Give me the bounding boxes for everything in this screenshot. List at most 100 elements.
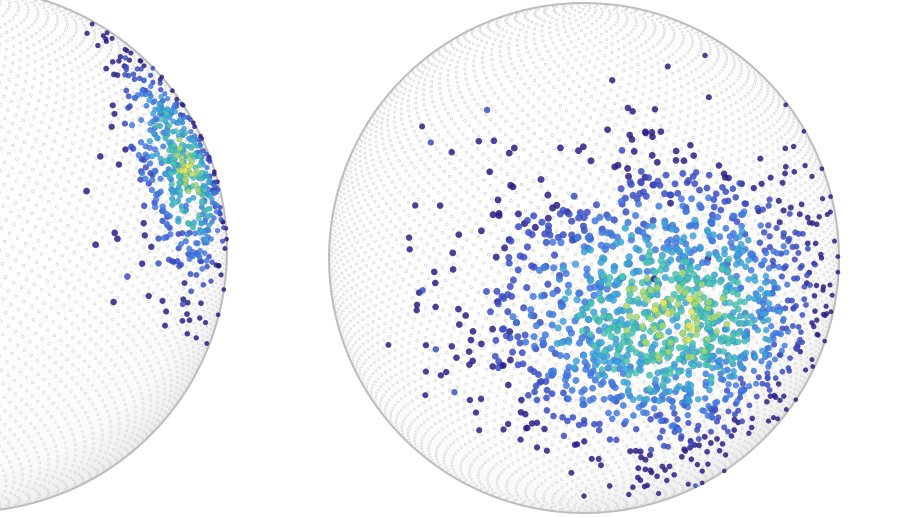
- cluster-point: [179, 301, 186, 308]
- cluster-point: [141, 77, 147, 84]
- cluster-point: [205, 179, 212, 185]
- cluster-point: [108, 123, 115, 131]
- cluster-point: [167, 230, 174, 238]
- cluster-point: [201, 187, 208, 193]
- cluster-point: [147, 83, 154, 90]
- cluster-point: [140, 219, 148, 227]
- cluster-point: [192, 124, 198, 130]
- cluster-point: [190, 224, 197, 231]
- cluster-point: [160, 207, 167, 214]
- cluster-point: [151, 167, 159, 174]
- cluster-point: [122, 146, 129, 153]
- cluster-point: [185, 114, 191, 120]
- cluster-point: [131, 76, 138, 83]
- cluster-point: [109, 58, 116, 65]
- cluster-point: [211, 171, 217, 177]
- cluster-point: [147, 120, 154, 127]
- cluster-point: [139, 91, 145, 97]
- cluster-point: [103, 65, 110, 72]
- cluster-point: [123, 66, 130, 73]
- cluster-point: [149, 176, 156, 184]
- cluster-point: [184, 219, 191, 227]
- cluster-point: [146, 138, 154, 145]
- cluster-point: [195, 215, 202, 222]
- cluster-point: [104, 30, 110, 36]
- cluster-point: [123, 273, 131, 280]
- cluster-point: [155, 260, 162, 267]
- cluster-point: [220, 225, 227, 231]
- cluster-point: [191, 151, 198, 157]
- cluster-point: [160, 143, 167, 150]
- cluster-point: [146, 160, 154, 167]
- cluster-point: [83, 187, 91, 195]
- cluster-point: [162, 308, 170, 315]
- cluster-point: [211, 183, 217, 189]
- cluster-point: [205, 205, 212, 212]
- cluster-point: [206, 253, 212, 260]
- cluster-point: [190, 137, 197, 143]
- cluster-point: [200, 281, 207, 288]
- cluster-point: [126, 57, 133, 63]
- cluster-point: [204, 165, 210, 171]
- cluster-point: [155, 235, 162, 242]
- cluster-point: [122, 71, 128, 78]
- cluster-point: [130, 71, 137, 78]
- cluster-point: [181, 280, 188, 287]
- cluster-point: [197, 153, 203, 160]
- cluster-point: [111, 229, 119, 237]
- cluster-point: [209, 219, 215, 225]
- cluster-point: [157, 80, 163, 86]
- cluster-point: [162, 157, 169, 164]
- cluster-point: [177, 240, 185, 248]
- cluster-point: [84, 30, 90, 37]
- cluster-point: [160, 234, 168, 242]
- cluster-point: [189, 253, 196, 260]
- cluster-point: [185, 197, 192, 204]
- cluster-point: [202, 319, 209, 326]
- cluster-point: [111, 110, 118, 118]
- cluster-point: [158, 87, 164, 93]
- cluster-point: [196, 315, 203, 321]
- cluster-point: [179, 207, 186, 214]
- cluster-point: [215, 312, 221, 318]
- cluster-point: [169, 187, 176, 194]
- cluster-point: [177, 111, 184, 118]
- cluster-point: [89, 21, 95, 27]
- cluster-point: [164, 110, 170, 117]
- cluster-point: [164, 95, 171, 102]
- cluster-point: [174, 257, 181, 265]
- cluster-point: [123, 87, 130, 94]
- cluster-point: [153, 150, 161, 158]
- cluster-point: [198, 220, 205, 227]
- cluster-point: [114, 72, 121, 79]
- cluster-point: [182, 238, 190, 245]
- cluster-point: [188, 288, 195, 295]
- cluster-point: [199, 198, 205, 205]
- cluster-point: [204, 263, 210, 270]
- left-cluster-points: [83, 21, 230, 347]
- cluster-point: [142, 175, 149, 182]
- cluster-point: [116, 58, 122, 64]
- cluster-point: [186, 317, 193, 324]
- cluster-point: [182, 130, 189, 136]
- left-sphere: [0, 0, 230, 511]
- cluster-point: [186, 245, 193, 252]
- cluster-point: [146, 144, 154, 152]
- cluster-point: [161, 322, 169, 329]
- cluster-point: [175, 218, 182, 225]
- cluster-point: [110, 298, 118, 306]
- cluster-point: [92, 241, 100, 249]
- cluster-point: [193, 271, 200, 278]
- cluster-point: [213, 209, 220, 215]
- cluster-point: [196, 162, 203, 169]
- cluster-point: [125, 93, 132, 100]
- cluster-point: [96, 152, 104, 160]
- cluster-point: [169, 88, 175, 94]
- cluster-point: [146, 97, 153, 104]
- cluster-point: [143, 102, 150, 109]
- cluster-point: [154, 122, 161, 129]
- cluster-point: [199, 228, 205, 234]
- cluster-point: [184, 330, 191, 337]
- cluster-point: [157, 175, 164, 182]
